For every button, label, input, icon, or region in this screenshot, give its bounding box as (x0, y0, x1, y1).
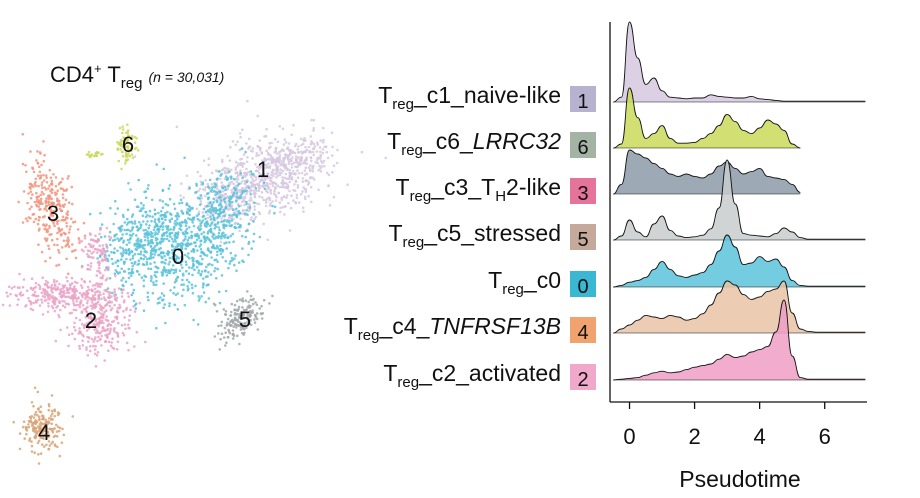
badge-4 (570, 317, 596, 343)
density-area-6 (613, 88, 801, 148)
density-line-4 (613, 280, 866, 334)
x-tick-label: 6 (819, 424, 831, 449)
badge-3 (570, 178, 596, 204)
cluster-0-points (177, 147, 277, 282)
badge-1 (570, 86, 596, 112)
badge-label: 5 (577, 229, 588, 251)
density-area-2 (613, 300, 866, 380)
density-line-2 (613, 299, 866, 381)
density-area-4 (613, 281, 866, 333)
cluster-6-points (85, 150, 104, 159)
x-tick-label: 4 (754, 424, 766, 449)
badge-label: 0 (577, 276, 588, 298)
badge-2 (570, 364, 596, 390)
density-line-1 (613, 21, 866, 103)
umap-title-sub: reg (121, 75, 143, 92)
row-label: Treg_c1_naive-like (378, 82, 561, 113)
cluster-label-4: 4 (38, 420, 50, 445)
x-tick-label: 2 (688, 424, 700, 449)
badge-label: 1 (577, 91, 588, 113)
cluster-2-points (1, 272, 130, 320)
badge-label: 2 (577, 369, 588, 391)
row-labels: Treg_c1_naive-like 1 Treg_c6_LRRC32 6 Treg_c… (344, 82, 596, 391)
cluster-2-points (78, 226, 117, 283)
umap-title: CD4+ Treg (n = 30,031) (50, 61, 224, 92)
cluster-4-points (12, 386, 75, 465)
cluster-1-points (265, 126, 339, 183)
cluster-label-3: 3 (47, 201, 59, 226)
cluster-label-2: 2 (85, 308, 97, 333)
badge-label: 3 (577, 183, 588, 205)
cluster-label-1: 1 (257, 157, 269, 182)
cluster-labels: 0 1 2 3 4 5 6 (38, 132, 269, 445)
row-label: Treg_c2_activated (383, 360, 561, 391)
density-area-5 (613, 160, 866, 240)
ridgeline-curves (613, 21, 866, 381)
badge-6 (570, 132, 596, 158)
umap-title-main: CD4 (50, 62, 94, 87)
cluster-label-0: 0 (172, 244, 184, 269)
cluster-label-6: 6 (122, 132, 134, 157)
density-area-1 (613, 22, 866, 102)
row-label: Treg_c0 (488, 267, 561, 298)
row-label: Treg_c4_TNFRSF13B (344, 313, 561, 344)
x-axis-ticks: 0 2 4 6 (623, 402, 831, 449)
row-label: Treg_c3_TH2-like (396, 174, 562, 205)
badge-0 (570, 271, 596, 297)
density-line-3 (613, 149, 801, 195)
density-line-6 (613, 87, 801, 149)
cluster-5-points (212, 290, 274, 351)
row-label: Treg_c5_stressed (388, 220, 561, 251)
cluster-label-5: 5 (239, 307, 251, 332)
cluster-0-points (88, 156, 262, 330)
cluster-2-points (54, 277, 147, 368)
badge-label: 4 (577, 322, 588, 344)
umap-panel: CD4+ Treg (n = 30,031) 0 1 2 3 4 5 6 (1, 61, 388, 465)
umap-points (1, 99, 388, 465)
umap-title-tail: T (102, 62, 121, 87)
density-line-5 (613, 159, 866, 241)
badge-label: 6 (577, 137, 588, 159)
density-line-0 (613, 234, 866, 288)
cluster-3-points (17, 132, 87, 276)
row-label: Treg_c6_LRRC32 (387, 128, 561, 159)
badge-5 (570, 224, 596, 250)
density-area-3 (613, 150, 801, 194)
cluster-6-points (116, 123, 140, 171)
umap-title-sup: + (94, 61, 102, 76)
umap-title-n: (n = 30,031) (148, 69, 224, 85)
density-area-0 (613, 235, 866, 287)
x-axis-label: Pseudotime (679, 466, 800, 492)
x-tick-label: 0 (623, 424, 635, 449)
